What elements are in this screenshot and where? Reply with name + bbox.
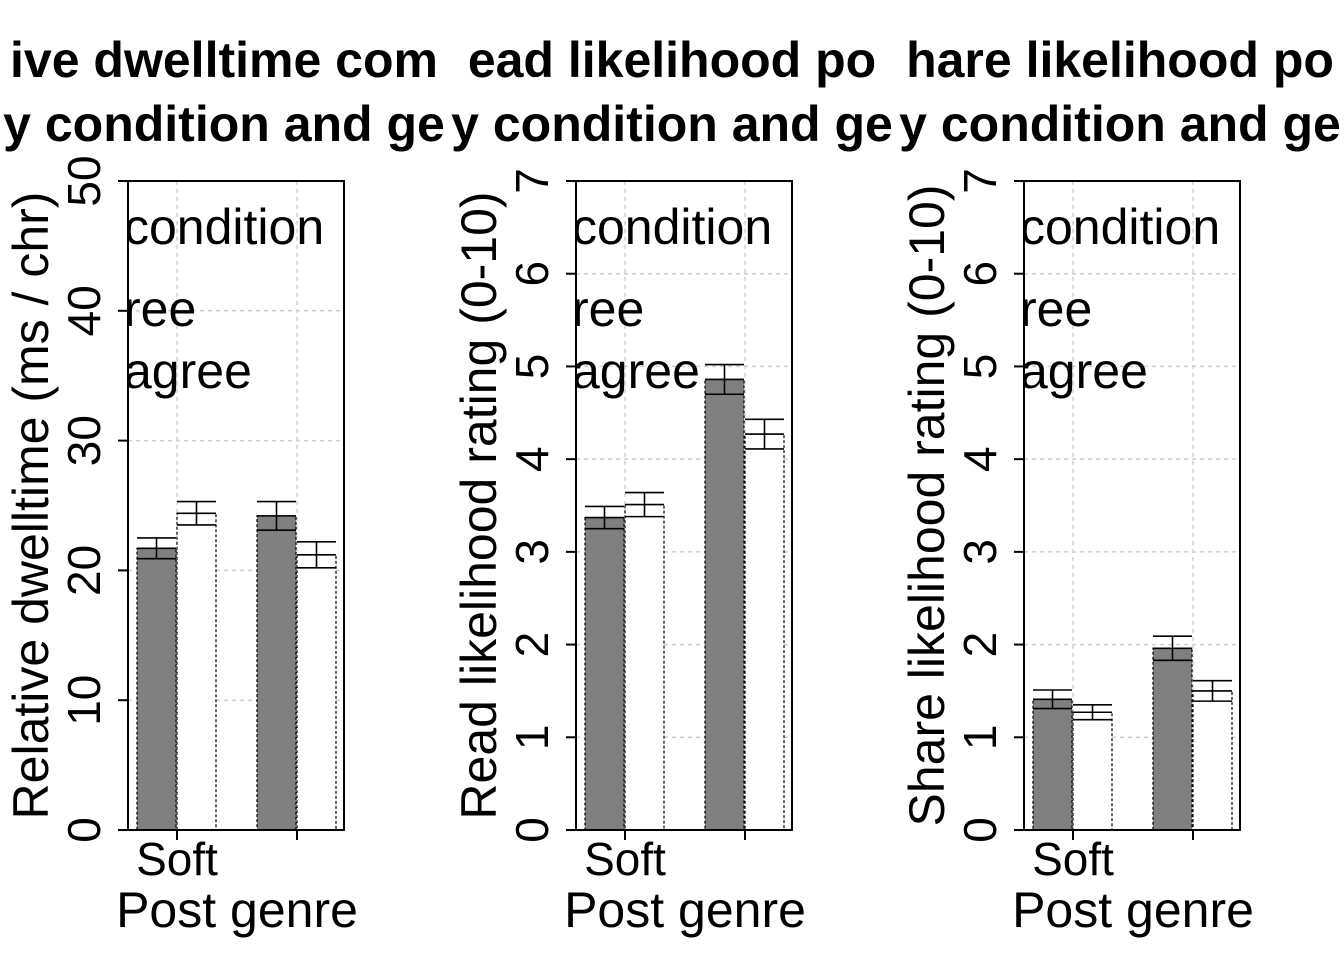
bar (1152, 647, 1193, 831)
y-tick-label: 6 (506, 261, 558, 287)
y-tick-label: 2 (954, 632, 1006, 658)
bar (744, 433, 785, 831)
y-axis-title: Read likelihood rating (0-10) (451, 191, 507, 819)
y-tick-label: 6 (954, 261, 1006, 287)
bar (704, 378, 745, 831)
y-axis-title: Share likelihood rating (0-10) (899, 184, 955, 826)
chart-title-line1: hare likelihood po (906, 32, 1334, 88)
y-tick-label: 3 (954, 539, 1006, 565)
bars (584, 363, 785, 831)
legend: condition ree agree (1020, 199, 1220, 399)
y-axis: 0 10 20 30 40 50 (58, 155, 128, 843)
x-axis-title: Post genre (1012, 882, 1254, 938)
legend-entry: agree (572, 343, 700, 399)
y-tick-label: 0 (506, 817, 558, 843)
bars (1032, 635, 1233, 831)
plot-frame (575, 180, 793, 831)
legend-entry: ree (572, 281, 644, 337)
legend: condition ree agree (124, 199, 324, 399)
chart-title-line2: y condition and ge (451, 96, 893, 152)
x-tick-label: Soft (136, 833, 218, 885)
legend: condition ree agree (572, 199, 772, 399)
chart-title-line1: ive dwelltime com (10, 32, 438, 88)
chart-title-line1: ead likelihood po (468, 32, 876, 88)
y-tick-label: 4 (954, 446, 1006, 472)
x-tick-label: Soft (584, 833, 666, 885)
x-tick-label: Soft (1032, 833, 1114, 885)
chart-title-line2: y condition and ge (3, 96, 445, 152)
x-axis: Soft (584, 830, 746, 885)
legend-entry: agree (1020, 343, 1148, 399)
x-axis-title: Post genre (564, 882, 806, 938)
y-tick-label: 1 (506, 724, 558, 750)
y-tick-label: 0 (954, 817, 1006, 843)
y-tick-label: 10 (58, 675, 110, 726)
y-tick-label: 7 (506, 168, 558, 194)
x-axis: Soft (1032, 830, 1194, 885)
legend-entry: ree (1020, 281, 1092, 337)
plot-frame (127, 180, 345, 831)
legend-entry: condition (124, 199, 324, 255)
y-tick-label: 40 (58, 285, 110, 336)
legend-entry: condition (572, 199, 772, 255)
bar (624, 503, 665, 831)
bar (1032, 698, 1073, 831)
bar (584, 516, 625, 831)
y-axis-title: Relative dwelltime (ms / chr) (3, 192, 59, 820)
bar (136, 547, 177, 831)
bar (256, 515, 297, 831)
y-tick-label: 4 (506, 446, 558, 472)
y-tick-label: 5 (506, 354, 558, 380)
y-axis: 0 1 2 3 4 5 6 7 (506, 168, 576, 843)
y-tick-label: 1 (954, 724, 1006, 750)
plot-frame (1023, 180, 1241, 831)
chart-title-line2: y condition and ge (899, 96, 1341, 152)
y-tick-label: 30 (58, 415, 110, 466)
bar (1072, 711, 1113, 831)
bar (1192, 690, 1233, 831)
y-tick-label: 0 (58, 817, 110, 843)
bar (296, 554, 337, 831)
y-tick-label: 50 (58, 155, 110, 206)
legend-entry: condition (1020, 199, 1220, 255)
legend-entry: ree (124, 281, 196, 337)
bar (176, 512, 217, 831)
x-axis: Soft (136, 830, 298, 885)
y-tick-label: 2 (506, 632, 558, 658)
y-tick-label: 5 (954, 354, 1006, 380)
y-axis: 0 1 2 3 4 5 6 7 (954, 168, 1024, 843)
y-tick-label: 20 (58, 545, 110, 596)
bars (136, 500, 337, 831)
y-tick-label: 3 (506, 539, 558, 565)
legend-entry: agree (124, 343, 252, 399)
y-tick-label: 7 (954, 168, 1006, 194)
x-axis-title: Post genre (116, 882, 358, 938)
